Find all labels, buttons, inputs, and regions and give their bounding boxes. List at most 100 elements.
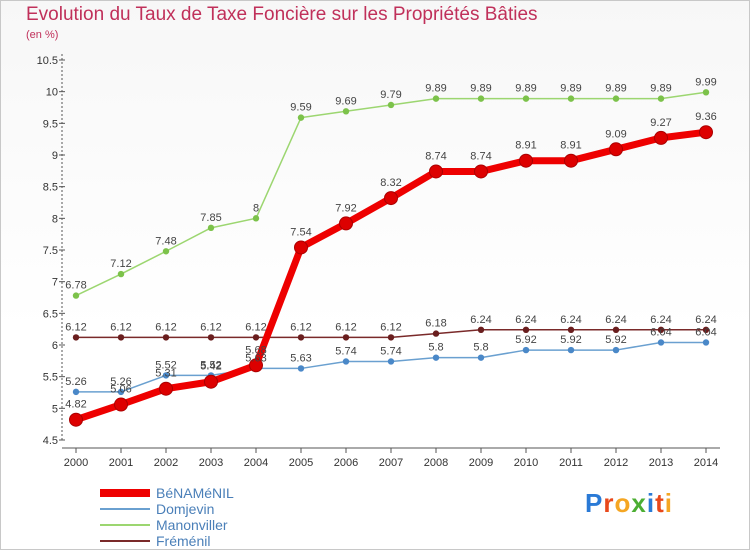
data-label: 8.32: [380, 177, 401, 189]
data-label: 8.91: [560, 140, 581, 152]
data-point: [654, 130, 668, 145]
data-label: 6.24: [650, 314, 671, 326]
data-point: [432, 330, 440, 337]
data-point: [567, 326, 575, 333]
data-label: 9.36: [695, 111, 716, 123]
data-point: [702, 89, 710, 96]
data-point: [387, 358, 395, 365]
y-axis-ticks: 4.5 5 5.5 6 6.5 7 7.5 8 8.5 9 9.5 10 10.5: [37, 55, 65, 447]
data-point: [657, 95, 665, 102]
data-label: 7.85: [200, 212, 221, 224]
legend-label: Fréménil: [156, 533, 210, 549]
data-point: [297, 334, 305, 341]
data-point: [387, 101, 395, 109]
x-tick-label: 2000: [64, 457, 88, 469]
data-point: [432, 354, 440, 361]
data-point: [702, 326, 710, 333]
data-label: 6.12: [245, 321, 266, 333]
data-point: [162, 248, 170, 255]
data-point: [69, 412, 83, 427]
data-point: [657, 339, 665, 346]
data-label: 5.92: [605, 334, 626, 346]
data-point: [567, 346, 575, 354]
legend-label: Manonviller: [156, 517, 228, 533]
data-point: [252, 215, 260, 222]
data-label: 9.79: [380, 89, 401, 101]
data-point: [72, 334, 80, 341]
x-tick-label: 2010: [514, 457, 538, 469]
y-tick-label: 8: [52, 213, 58, 225]
data-label: 6.24: [560, 314, 581, 326]
data-point: [339, 216, 353, 231]
data-label: 6.24: [695, 314, 716, 326]
data-label: 9.89: [560, 83, 581, 95]
data-point: [522, 326, 530, 333]
y-tick-label: 5.5: [43, 372, 58, 384]
data-label: 6.18: [425, 318, 446, 330]
logo-letter: i: [646, 488, 656, 518]
chart-title: Evolution du Taux de Taxe Foncière sur l…: [26, 4, 538, 25]
proxiti-logo: Proxiti: [585, 488, 673, 519]
data-point: [477, 326, 485, 333]
data-label: 5.92: [560, 334, 581, 346]
logo-letter: t: [655, 488, 665, 518]
data-point: [477, 95, 485, 102]
data-label: 9.09: [605, 128, 626, 140]
data-labels: 6.78 7.12 7.48 7.85 8 9.59 9.69 9.79 9.89 9.89 9.8…: [65, 76, 716, 410]
data-label: 6.12: [65, 321, 86, 333]
data-label: 6.12: [290, 321, 311, 333]
data-point: [384, 191, 398, 206]
data-label: 9.89: [425, 83, 446, 95]
y-tick-label: 6: [52, 340, 58, 352]
data-point: [657, 326, 665, 333]
x-tick-label: 2001: [109, 457, 133, 469]
y-tick-label: 5: [52, 403, 58, 415]
logo-letter: i: [664, 488, 673, 518]
data-point: [117, 270, 125, 278]
data-point: [432, 95, 440, 102]
x-tick-label: 2007: [379, 457, 403, 469]
data-point: [162, 372, 170, 379]
x-tick-label: 2005: [289, 457, 313, 469]
data-point: [564, 153, 578, 168]
data-label: 8.74: [425, 150, 446, 162]
data-point: [522, 95, 530, 102]
data-label: 6.78: [65, 280, 86, 292]
data-label: 6.24: [605, 314, 626, 326]
data-label: 5.74: [380, 345, 401, 357]
data-label: 6.12: [380, 321, 401, 333]
series-markers: [69, 89, 713, 427]
data-label: 5.74: [335, 345, 356, 357]
data-point: [612, 346, 620, 354]
data-point: [117, 388, 125, 396]
data-label: 8.91: [515, 140, 536, 152]
x-tick-label: 2011: [559, 457, 583, 469]
logo-letter: o: [614, 488, 632, 518]
data-label: 9.89: [470, 83, 491, 95]
y-tick-label: 9.5: [43, 118, 58, 130]
y-tick-label: 7: [52, 277, 58, 289]
data-label: 5.63: [245, 352, 266, 364]
data-point: [162, 334, 170, 341]
data-label: 5.52: [200, 359, 221, 371]
data-label: 7.92: [335, 202, 356, 214]
data-point: [429, 164, 443, 179]
y-tick-label: 6.5: [43, 308, 58, 320]
logo-letter: r: [603, 488, 615, 518]
data-point: [294, 240, 308, 255]
y-tick-label: 4.5: [43, 435, 58, 447]
logo-letter: P: [585, 488, 604, 518]
data-label: 6.12: [155, 321, 176, 333]
data-label: 6.12: [200, 321, 221, 333]
data-label: 8: [253, 202, 259, 214]
data-label: 8.74: [470, 150, 491, 162]
data-label: 9.59: [290, 102, 311, 114]
data-point: [702, 339, 710, 346]
y-tick-label: 9: [52, 150, 58, 162]
data-label: 9.69: [335, 95, 356, 107]
data-point: [567, 95, 575, 102]
data-point: [297, 365, 305, 372]
data-point: [474, 164, 488, 179]
